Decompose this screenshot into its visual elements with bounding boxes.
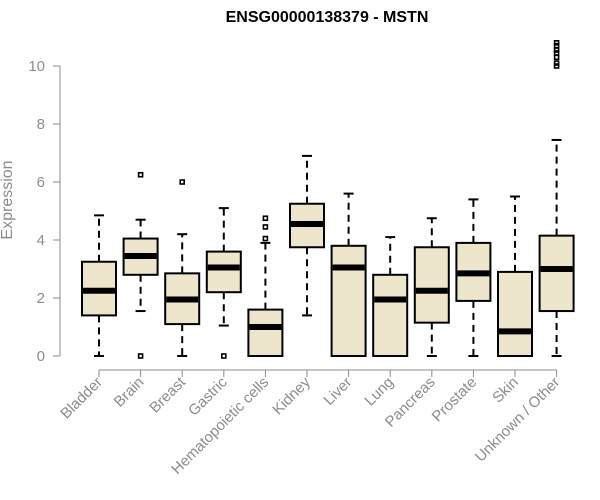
outlier-point [137, 353, 144, 359]
outlier-point [262, 235, 269, 242]
box-group [81, 214, 117, 357]
iqr-box [247, 308, 284, 358]
outlier-point [553, 60, 560, 66]
box-group [455, 198, 492, 357]
box-group [372, 236, 409, 357]
outlier-point [553, 54, 560, 61]
y-axis-label: Expression [0, 160, 16, 239]
box-group [413, 217, 450, 357]
outlier-point [553, 63, 560, 69]
box-group [205, 207, 242, 359]
boxes-layer [81, 39, 575, 359]
box-group [247, 215, 284, 358]
box-group [497, 195, 533, 357]
y-tick-label: 10 [28, 58, 45, 75]
box-group [122, 171, 159, 359]
y-tick-label: 8 [37, 116, 45, 133]
outlier-point [262, 224, 269, 230]
x-tick-label: Lung [361, 374, 397, 410]
outlier-point [553, 47, 560, 53]
y-ticks: 0 2 4 6 8 10 [28, 58, 60, 365]
x-tick-label: Breast [146, 373, 189, 416]
y-tick-label: 6 [37, 174, 45, 191]
iqr-box [497, 270, 533, 357]
y-tick-label: 2 [37, 290, 45, 307]
outlier-point [553, 42, 560, 49]
chart-title: ENSG00000138379 - MSTN [226, 9, 429, 26]
x-tick-label: Brain [111, 374, 148, 411]
box-group [330, 192, 367, 357]
y-tick-label: 4 [37, 232, 45, 249]
x-tick-label: Bladder [57, 374, 106, 423]
x-tick-label: Prostate [429, 374, 481, 426]
outlier-point [553, 39, 560, 46]
box-group [164, 179, 201, 357]
y-tick-label: 0 [37, 348, 45, 365]
outlier-point [137, 171, 144, 178]
iqr-box [330, 244, 367, 357]
outlier-point [179, 179, 185, 185]
iqr-box [205, 250, 242, 294]
outlier-point [221, 353, 227, 359]
x-tick-label: Kidney [269, 373, 314, 418]
x-tick-label: Skin [489, 374, 522, 407]
iqr-box [538, 234, 575, 313]
outlier-point [262, 215, 269, 222]
box-group [538, 39, 575, 357]
x-tick-label: Liver [320, 374, 355, 409]
iqr-box [372, 273, 409, 357]
outlier-point [553, 50, 560, 56]
iqr-box [413, 246, 450, 324]
box-group [289, 154, 325, 317]
